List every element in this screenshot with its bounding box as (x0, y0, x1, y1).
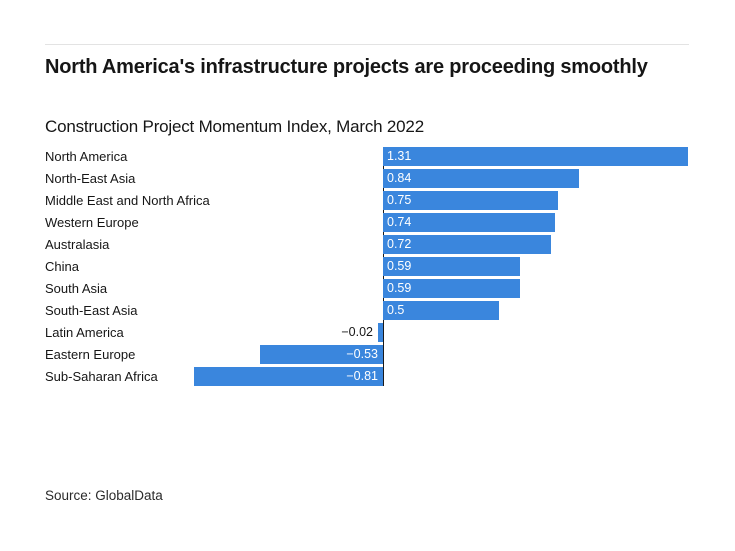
category-label: North-East Asia (45, 171, 136, 186)
source-attribution: Source: GlobalData (45, 488, 163, 503)
category-label: China (45, 259, 79, 274)
top-divider (45, 44, 689, 45)
bar (383, 169, 579, 188)
category-label: Middle East and North Africa (45, 193, 210, 208)
bar (260, 345, 383, 364)
category-label: North America (45, 149, 128, 164)
chart-row: Middle East and North Africa 0.75 (0, 191, 735, 210)
chart-row: Sub-Saharan Africa −0.81 (0, 367, 735, 386)
bar (383, 257, 520, 276)
chart-title: North America's infrastructure projects … (45, 56, 648, 78)
chart-row: North America 1.31 (0, 147, 735, 166)
bar-chart: North America 1.31 North-East Asia 0.84 Midd… (0, 147, 735, 388)
value-label: 0.59 (387, 259, 412, 273)
category-label: Australasia (45, 237, 110, 252)
chart-row: Eastern Europe −0.53 (0, 345, 735, 364)
value-label: 0.84 (387, 171, 412, 185)
bar (383, 301, 499, 320)
chart-row: South Asia 0.59 (0, 279, 735, 298)
value-label: 1.31 (387, 149, 412, 163)
category-label: Sub-Saharan Africa (45, 369, 158, 384)
value-label: −0.02 (341, 325, 373, 339)
category-label: Latin America (45, 325, 124, 340)
value-label: −0.81 (346, 369, 378, 383)
chart-row: South-East Asia 0.5 (0, 301, 735, 320)
chart-row: North-East Asia 0.84 (0, 169, 735, 188)
value-label: 0.72 (387, 237, 412, 251)
chart-row: Latin America −0.02 (0, 323, 735, 342)
chart-subtitle: Construction Project Momentum Index, Mar… (45, 117, 424, 136)
category-label: South-East Asia (45, 303, 138, 318)
value-label: 0.74 (387, 215, 412, 229)
value-label: −0.53 (346, 347, 378, 361)
bar (383, 147, 688, 166)
bar (383, 213, 555, 232)
value-label: 0.75 (387, 193, 412, 207)
value-label: 0.59 (387, 281, 412, 295)
chart-row: Western Europe 0.74 (0, 213, 735, 232)
chart-row: Australasia 0.72 (0, 235, 735, 254)
bar (378, 323, 383, 342)
category-label: Eastern Europe (45, 347, 136, 362)
category-label: Western Europe (45, 215, 139, 230)
value-label: 0.5 (387, 303, 405, 317)
bar (194, 367, 383, 386)
bar (383, 279, 520, 298)
bar (383, 191, 558, 210)
bar (383, 235, 551, 254)
chart-row: China 0.59 (0, 257, 735, 276)
category-label: South Asia (45, 281, 108, 296)
